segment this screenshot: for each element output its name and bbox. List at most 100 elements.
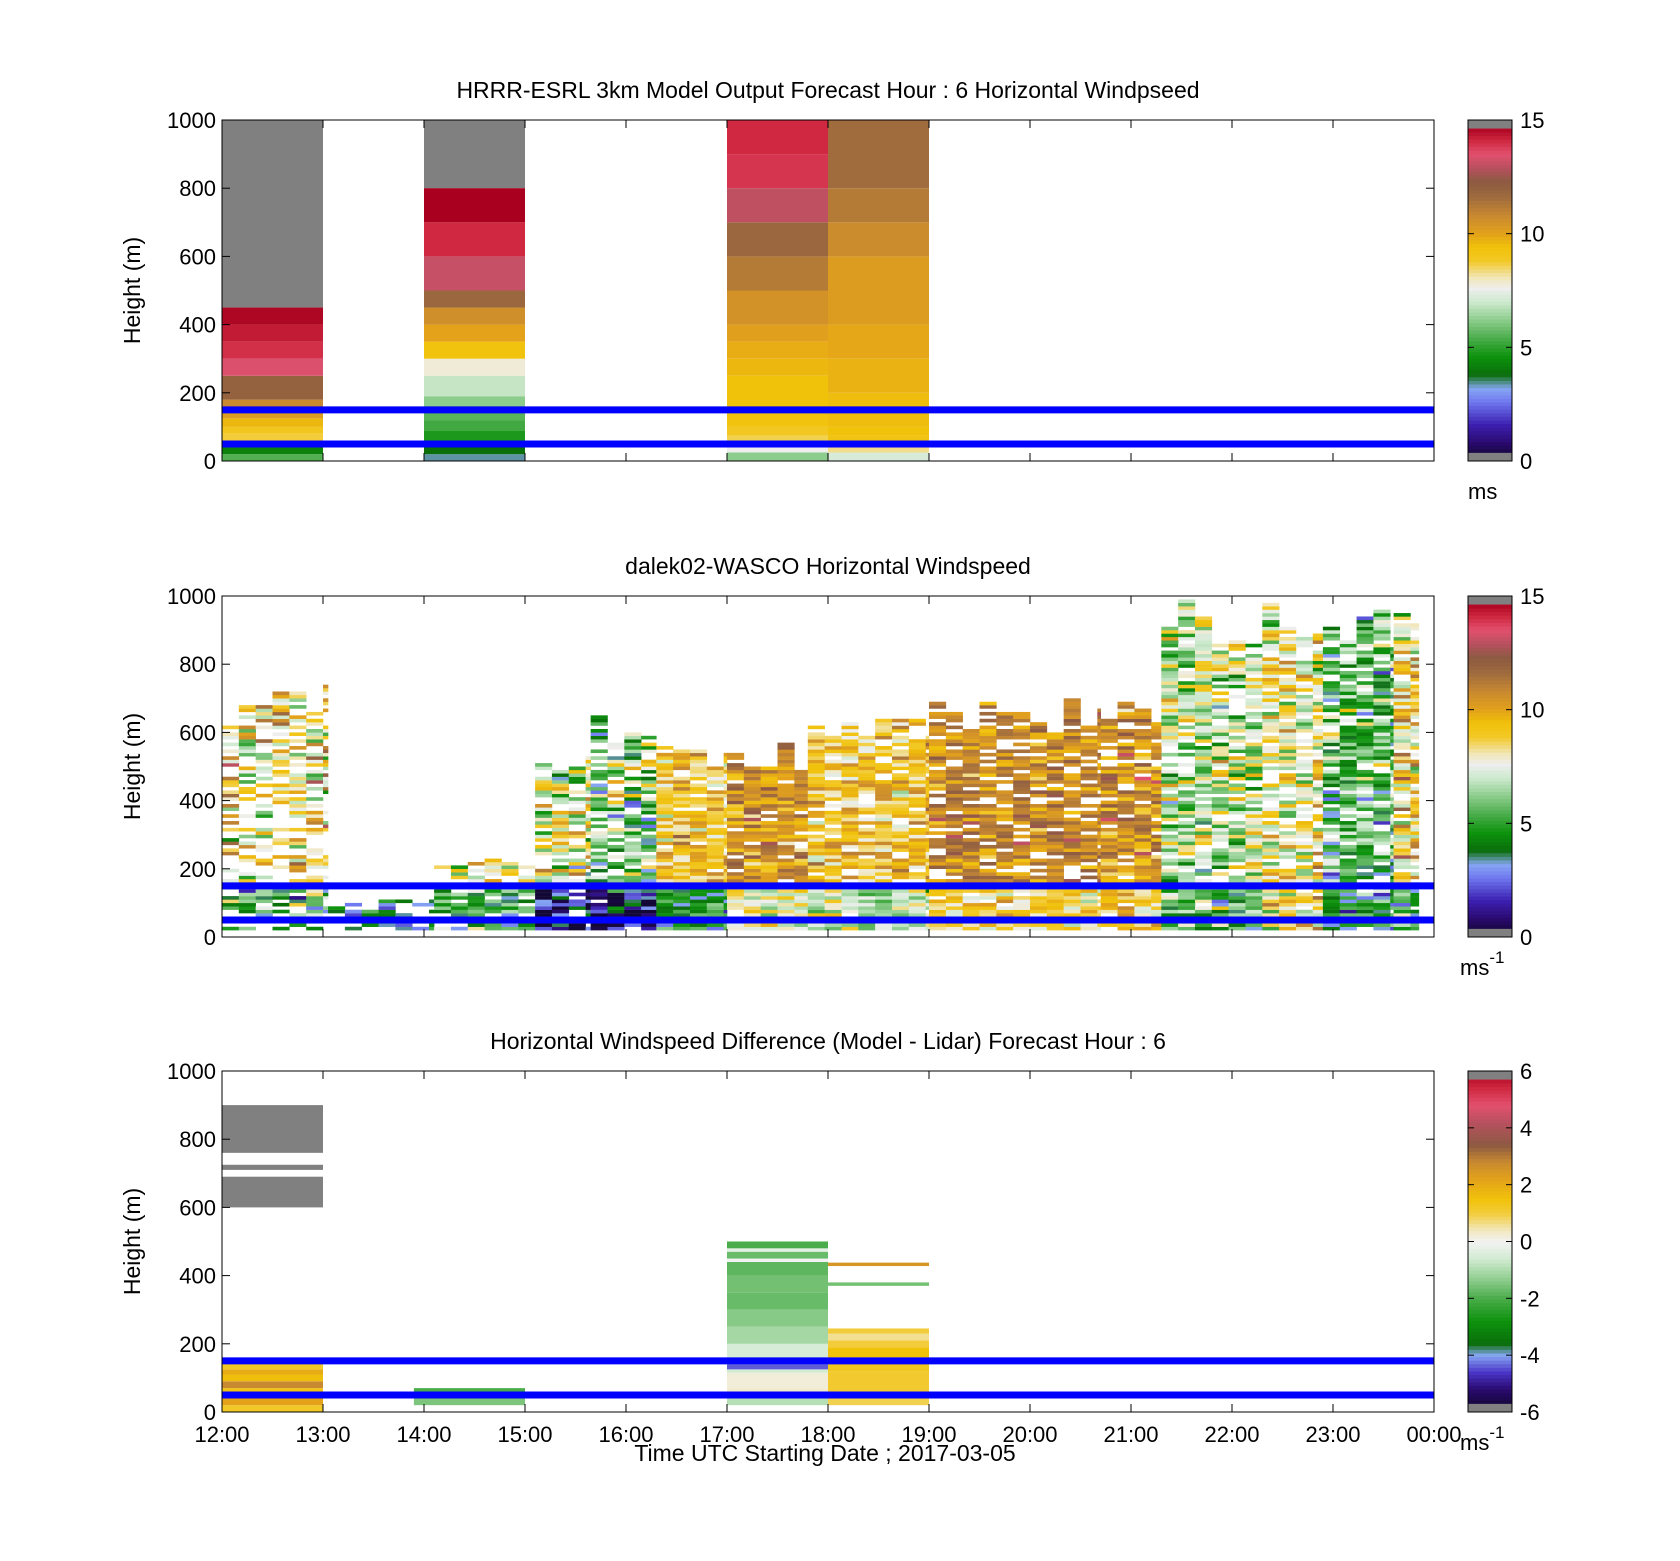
heatmap-cell: [962, 790, 980, 794]
colorbar-swatch: [1468, 373, 1512, 378]
heatmap-cell: [929, 722, 947, 726]
heatmap-cell: [518, 892, 536, 897]
colorbar-swatch: [1468, 182, 1512, 187]
heatmap-cell: [1393, 616, 1411, 621]
heatmap-cell: [1373, 647, 1391, 651]
heatmap-cell: [673, 831, 691, 835]
heatmap-cell: [929, 742, 947, 747]
heatmap-cell: [624, 749, 642, 754]
heatmap-cell: [723, 879, 728, 883]
colorbar-swatch: [1468, 1097, 1512, 1102]
heatmap-cell: [607, 814, 625, 818]
y-tick-label: 800: [179, 1127, 216, 1152]
heatmap-cell: [945, 909, 963, 914]
heatmap-cell: [1063, 821, 1081, 825]
heatmap-cell: [760, 858, 778, 863]
heatmap-cell: [706, 817, 724, 822]
heatmap-cell: [1080, 769, 1098, 774]
heatmap-cell: [945, 718, 963, 723]
heatmap-cell: [794, 807, 809, 812]
heatmap-cell: [1312, 790, 1324, 794]
heatmap-cell: [1097, 892, 1101, 897]
heatmap-cell: [238, 742, 256, 747]
heatmap-cell: [1339, 790, 1357, 794]
heatmap-cell: [568, 773, 586, 777]
heatmap-cell: [1393, 804, 1411, 808]
heatmap-cell: [996, 909, 1014, 914]
heatmap-cell: [1063, 824, 1081, 829]
heatmap-cell: [929, 841, 947, 846]
heatmap-cell: [289, 902, 307, 907]
heatmap-cell: [1211, 735, 1229, 740]
heatmap-cell: [1097, 875, 1101, 880]
heatmap-cell: [794, 875, 809, 880]
heatmap-cell: [1063, 841, 1081, 846]
heatmap-cell: [673, 780, 691, 784]
colorbar-swatch: [1468, 279, 1512, 284]
heatmap-cell: [1030, 831, 1048, 835]
heatmap-cell: [1312, 851, 1324, 856]
colorbar-swatch: [1468, 1212, 1512, 1217]
heatmap-cell: [1030, 817, 1048, 822]
heatmap-cell: [1228, 906, 1246, 910]
heatmap-cell: [1161, 763, 1179, 767]
colorbar-swatch: [1468, 189, 1512, 194]
heatmap-cell: [535, 851, 553, 856]
heatmap-cell: [641, 797, 657, 801]
heatmap-cell: [706, 855, 724, 859]
heatmap-cell: [794, 800, 809, 805]
heatmap-cell: [641, 800, 657, 805]
heatmap-cell: [925, 739, 930, 743]
heatmap-cell: [585, 926, 591, 931]
heatmap-cell: [925, 776, 930, 781]
heatmap-cell: [1262, 913, 1280, 917]
heatmap-cell: [727, 776, 745, 781]
heatmap-cell: [1390, 664, 1394, 668]
heatmap-cell: [979, 896, 997, 900]
heatmap-cell: [323, 865, 329, 869]
heatmap-cell: [858, 821, 876, 825]
heatmap-cell: [1356, 875, 1374, 880]
heatmap-cell: [925, 797, 930, 801]
heatmap-cell: [1339, 923, 1357, 927]
heatmap-cell: [1356, 664, 1374, 668]
colorbar-swatch: [1468, 1101, 1512, 1106]
heatmap-cell: [1194, 923, 1213, 927]
heatmap-cell: [222, 375, 323, 400]
heatmap-cell: [807, 732, 825, 737]
heatmap-cell: [689, 844, 708, 849]
heatmap-cell: [1262, 827, 1280, 832]
heatmap-cell: [1279, 694, 1297, 699]
heatmap-cell: [467, 906, 485, 910]
heatmap-cell: [1194, 715, 1213, 719]
heatmap-cell: [1161, 671, 1179, 675]
heatmap-cell: [1322, 872, 1341, 876]
heatmap-cell: [255, 889, 273, 893]
heatmap-cell: [727, 844, 745, 849]
heatmap-cell: [929, 824, 947, 829]
heatmap-cell: [723, 769, 728, 774]
heatmap-cell: [841, 827, 859, 832]
heatmap-cell: [996, 872, 1014, 876]
heatmap-cell: [723, 821, 728, 825]
heatmap-cell: [723, 780, 728, 784]
heatmap-cell: [979, 783, 997, 788]
colorbar-swatch: [1468, 762, 1512, 767]
heatmap-cell: [689, 817, 708, 822]
heatmap-cell: [1100, 899, 1118, 904]
heatmap-cell: [1262, 664, 1280, 668]
heatmap-cell: [945, 769, 963, 774]
heatmap-cell: [1322, 780, 1341, 784]
colorbar-swatch: [1468, 748, 1512, 753]
heatmap-cell: [706, 804, 724, 808]
heatmap-cell: [272, 896, 290, 900]
heatmap-cell: [777, 909, 795, 914]
heatmap-cell: [1134, 879, 1152, 883]
heatmap-cell: [807, 790, 825, 794]
heatmap-cell: [723, 923, 728, 927]
heatmap-cell: [925, 858, 930, 863]
heatmap-cell: [1194, 821, 1213, 825]
heatmap-cell: [743, 814, 761, 818]
heatmap-cell: [255, 742, 273, 747]
heatmap-cell: [925, 790, 930, 794]
